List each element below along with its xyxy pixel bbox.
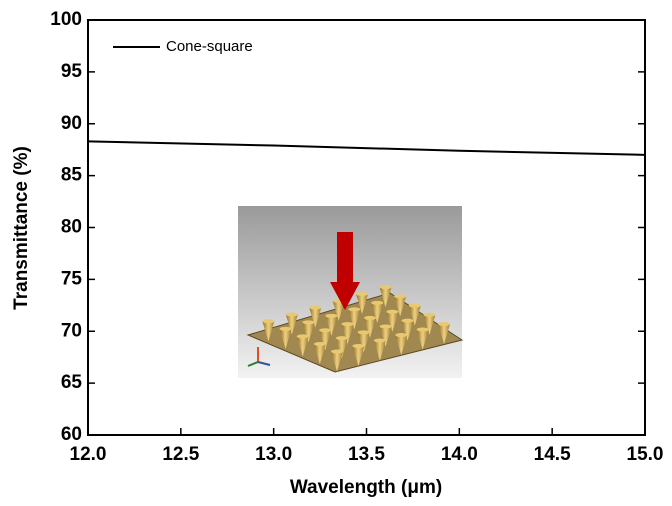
inset-cone-top xyxy=(319,328,331,332)
inset-cone-top xyxy=(356,292,368,296)
inset-cone-top xyxy=(297,334,309,338)
legend-label: Cone-square xyxy=(166,38,253,55)
y-tick-label: 70 xyxy=(61,320,82,341)
y-tick-label: 85 xyxy=(61,165,83,186)
inset-cone-top xyxy=(348,307,360,311)
y-tick-label: 100 xyxy=(50,9,82,30)
series-line xyxy=(88,141,645,154)
inset-cone-top xyxy=(380,324,392,328)
y-tick-label: 80 xyxy=(61,217,82,238)
inset-cone-top xyxy=(379,285,391,289)
inset-cone-top xyxy=(394,294,406,298)
inset-cone-top xyxy=(331,350,343,354)
x-tick-label: 14.0 xyxy=(441,444,478,465)
inset-cone-top xyxy=(364,316,376,320)
page: Cone-square Wavelength (μm) Transmittanc… xyxy=(0,0,672,506)
y-tick-label: 90 xyxy=(61,113,82,134)
x-tick-label: 14.5 xyxy=(534,444,571,465)
x-tick-label: 12.0 xyxy=(70,444,107,465)
x-axis-label: Wavelength (μm) xyxy=(290,477,442,498)
inset-cone-top xyxy=(309,306,321,310)
inset-cone-top xyxy=(386,310,398,314)
x-tick-label: 15.0 xyxy=(627,444,664,465)
inset-cone-top xyxy=(374,339,386,343)
inset-cone-top xyxy=(280,327,292,331)
inset-cone-top xyxy=(325,314,337,318)
chart: Cone-square Wavelength (μm) Transmittanc… xyxy=(0,0,672,501)
inset-cone-top xyxy=(438,322,450,326)
inset-cone-top xyxy=(314,342,326,346)
y-tick-label: 65 xyxy=(61,372,83,393)
y-axis-label: Transmittance (%) xyxy=(11,146,32,310)
inset-cone-top xyxy=(358,330,370,334)
inset-cone-top xyxy=(371,301,383,305)
y-tick-label: 60 xyxy=(61,424,82,445)
inset-cone-top xyxy=(417,328,429,332)
x-tick-label: 13.0 xyxy=(255,444,292,465)
inset-cone-top xyxy=(423,313,435,317)
x-tick-label: 12.5 xyxy=(162,444,199,465)
inset-cone-top xyxy=(402,319,414,323)
inset-cone-top xyxy=(262,319,274,323)
y-tick-label: 95 xyxy=(61,61,83,82)
inset-cone-top xyxy=(409,304,421,308)
x-tick-label: 13.5 xyxy=(348,444,385,465)
y-tick-label: 75 xyxy=(61,268,83,289)
inset-cone-top xyxy=(302,320,314,324)
inset-cone-top xyxy=(336,336,348,340)
inset-cone-top xyxy=(342,322,354,326)
inset-cone-top xyxy=(286,312,298,316)
inset-cone-top xyxy=(352,344,364,348)
arrow-shaft xyxy=(337,232,353,282)
inset-cone-top xyxy=(395,333,407,337)
